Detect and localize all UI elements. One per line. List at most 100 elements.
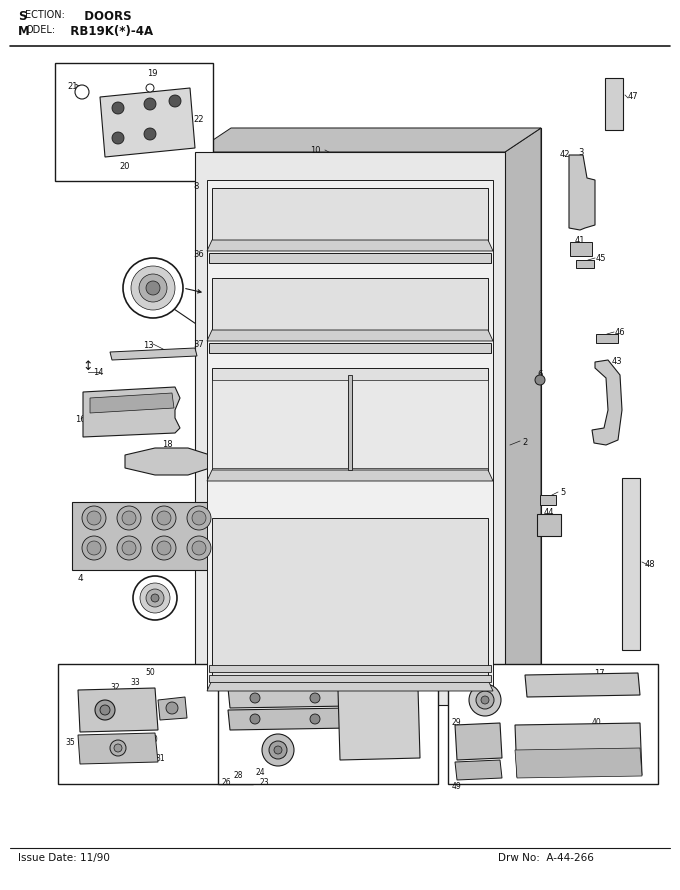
Bar [55,63,213,181]
Text: 7: 7 [480,672,486,681]
Circle shape [250,714,260,724]
Text: ↕: ↕ [82,360,92,373]
Polygon shape [195,128,541,152]
Circle shape [187,506,211,530]
Bar [576,260,594,268]
Circle shape [151,594,159,602]
Circle shape [87,541,101,555]
Polygon shape [213,140,523,693]
Polygon shape [78,688,158,732]
Text: 16: 16 [75,415,86,424]
Polygon shape [352,380,488,468]
Text: 38: 38 [340,675,351,684]
Polygon shape [515,748,642,778]
Text: 31: 31 [155,754,165,763]
Circle shape [269,741,287,759]
Circle shape [140,583,170,613]
Polygon shape [209,253,491,263]
Text: 48: 48 [645,560,656,569]
Circle shape [82,536,106,560]
Circle shape [100,705,110,715]
Text: 44: 44 [544,508,554,517]
Text: 32: 32 [110,683,120,692]
Text: 37: 37 [193,340,204,349]
Polygon shape [110,348,197,360]
Polygon shape [569,155,595,230]
Text: 5: 5 [560,488,565,497]
Text: RB19K(*)-4A: RB19K(*)-4A [62,25,153,38]
Text: 18: 18 [162,440,173,449]
Polygon shape [525,673,640,697]
Circle shape [131,266,175,310]
Circle shape [187,536,211,560]
Polygon shape [158,697,187,720]
Text: DOORS: DOORS [76,10,132,23]
Bar [537,514,561,536]
Circle shape [123,258,183,318]
Text: 24: 24 [255,768,265,777]
Polygon shape [348,375,352,470]
Circle shape [310,693,320,703]
Polygon shape [212,380,348,468]
Text: 25: 25 [224,678,234,687]
Text: 23: 23 [260,778,270,787]
Text: 41: 41 [575,236,585,245]
Circle shape [144,128,156,140]
Text: 29: 29 [452,718,462,727]
Text: 49: 49 [452,782,462,791]
Polygon shape [212,188,488,248]
Text: 6: 6 [537,370,543,379]
Circle shape [146,281,160,295]
Text: 28: 28 [233,771,243,780]
Polygon shape [515,723,642,777]
Text: 39: 39 [340,658,351,667]
Circle shape [95,700,115,720]
Circle shape [535,375,545,385]
Polygon shape [505,128,541,705]
Polygon shape [195,152,505,705]
Circle shape [112,102,124,114]
Circle shape [192,511,206,525]
Bar [622,478,640,650]
Polygon shape [338,688,420,760]
Text: Drw No:  A-44-266: Drw No: A-44-266 [498,853,594,863]
Bar [570,242,592,256]
Text: 36: 36 [193,250,204,259]
Polygon shape [212,368,488,478]
Polygon shape [209,665,491,672]
Circle shape [152,536,176,560]
Circle shape [117,536,141,560]
Polygon shape [207,680,493,691]
Circle shape [250,693,260,703]
Circle shape [481,696,489,704]
Text: 50: 50 [145,668,155,677]
Polygon shape [455,760,502,780]
Polygon shape [228,708,350,730]
Circle shape [144,98,156,110]
Text: 34: 34 [350,710,360,719]
Circle shape [110,740,126,756]
Text: 13: 13 [143,341,154,350]
Circle shape [146,589,164,607]
Circle shape [87,511,101,525]
Polygon shape [90,393,174,413]
Circle shape [122,541,136,555]
Text: 33: 33 [130,678,140,687]
Circle shape [469,684,501,716]
Circle shape [262,734,294,766]
Text: 19: 19 [147,69,158,78]
Text: ODEL:: ODEL: [25,25,55,35]
Circle shape [82,506,106,530]
Polygon shape [207,330,493,341]
Polygon shape [592,360,622,445]
Text: 43: 43 [612,357,623,366]
Polygon shape [212,278,488,338]
Text: 22: 22 [193,115,203,124]
Text: 35: 35 [65,738,75,747]
Circle shape [146,84,154,92]
Text: 10: 10 [310,146,320,155]
Text: Issue Date: 11/90: Issue Date: 11/90 [18,853,110,863]
Polygon shape [207,180,493,690]
Text: 15: 15 [320,592,330,601]
Circle shape [166,702,178,714]
